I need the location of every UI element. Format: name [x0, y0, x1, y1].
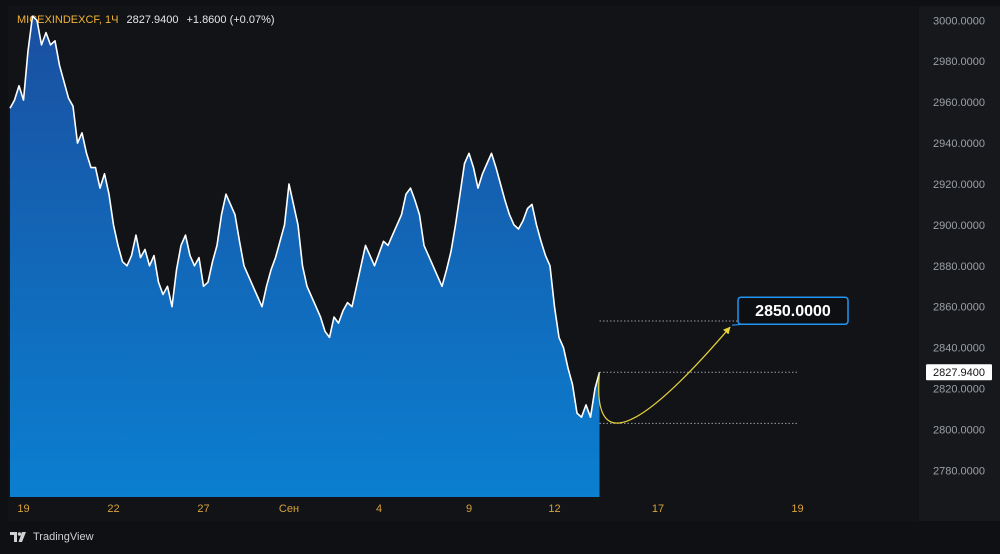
- y-tick-label: 2820.0000: [933, 384, 985, 396]
- forecast-curve[interactable]: [598, 326, 731, 424]
- brand-label: TradingView: [33, 531, 94, 543]
- y-tick-label: 2900.0000: [933, 220, 985, 232]
- y-tick-label: 3000.0000: [933, 15, 985, 27]
- chart-legend-header: MICEXINDEXCF, 1Ч 2827.9400 +1.8600 (+0.07%…: [17, 14, 275, 26]
- footer-brand: TradingView: [10, 531, 94, 543]
- x-tick-label: 12: [548, 503, 560, 515]
- y-tick-label: 2860.0000: [933, 302, 985, 314]
- forecast-callout-box[interactable]: [737, 296, 849, 325]
- y-tick-label: 2980.0000: [933, 56, 985, 68]
- y-tick-label: 2960.0000: [933, 97, 985, 109]
- y-tick-label: 2780.0000: [933, 465, 985, 477]
- symbol-label: MICEXINDEXCF, 1Ч: [17, 14, 119, 26]
- last-price-tag-label: 2827.9400: [933, 367, 985, 379]
- x-tick-label: 22: [107, 503, 119, 515]
- x-tick-label: 9: [466, 503, 472, 515]
- y-tick-label: 2920.0000: [933, 179, 985, 191]
- x-tick-label: 4: [376, 503, 382, 515]
- price-axis-panel[interactable]: [919, 6, 1000, 521]
- tradingview-logo-icon: [10, 532, 26, 542]
- y-tick-label: 2940.0000: [933, 138, 985, 150]
- x-tick-label: Сен: [279, 503, 299, 515]
- last-price-tag: [926, 364, 992, 381]
- x-tick-label: 19: [17, 503, 29, 515]
- y-tick-label: 2840.0000: [933, 343, 985, 355]
- y-tick-label: 2880.0000: [933, 261, 985, 273]
- last-price: 2827.9400: [126, 14, 179, 26]
- x-tick-label: 27: [197, 503, 209, 515]
- forecast-callout-label: 2850.0000: [755, 303, 831, 320]
- price-change: +1.8600 (+0.07%): [186, 14, 275, 26]
- x-tick-label: 17: [652, 503, 664, 515]
- price-line[interactable]: [9, 15, 601, 418]
- price-area-fill: [10, 16, 600, 497]
- y-tick-label: 2800.0000: [933, 424, 985, 436]
- x-tick-label: 19: [791, 503, 803, 515]
